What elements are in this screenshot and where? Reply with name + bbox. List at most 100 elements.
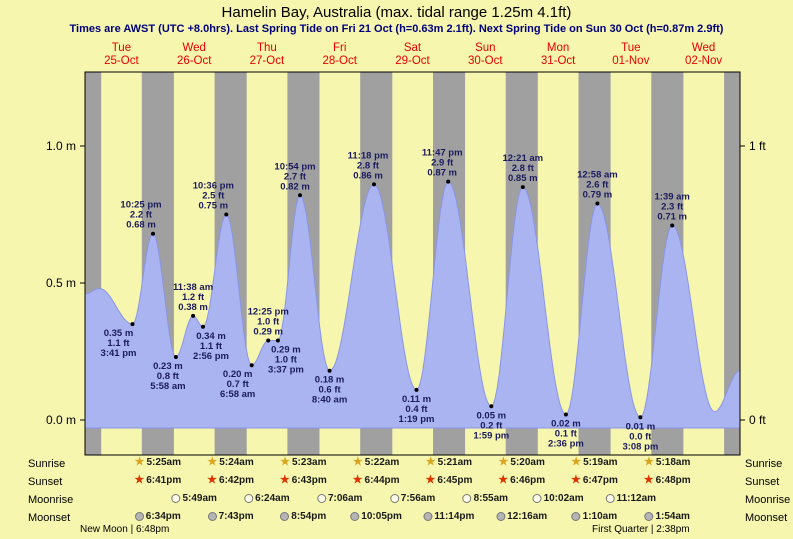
sunset-row: Sunset ★ 6:41pm ★ 6:42pm ★ 6:43pm ★ 6:44pm ★ 6:45… — [0, 475, 793, 491]
tide-high-label: 1.2 ft — [182, 292, 205, 303]
tide-high-label: 0.68 m — [126, 220, 156, 231]
tide-high-label: 2.7 ft — [284, 171, 307, 182]
sunset-star-icon: ★ — [498, 474, 509, 486]
moonset-row-label: Moonset — [28, 512, 71, 524]
tide-low-label: 0.35 m — [104, 328, 134, 339]
moonrise-moon-icon — [316, 494, 326, 503]
tide-high-label: 0.29 m — [253, 327, 283, 338]
moonset-moon-icon — [207, 512, 217, 521]
sunrise-star-icon: ★ — [134, 456, 145, 468]
tide-high-dot — [446, 179, 451, 184]
tide-high-label: 10:36 pm — [193, 181, 234, 192]
day-header-date: 31-Oct — [541, 55, 576, 67]
tide-high-dot — [372, 182, 376, 187]
tide-low-label: 5:58 am — [150, 381, 185, 392]
moonrise-item: 10:02am — [532, 493, 584, 504]
moonrise-moon-icon — [171, 494, 181, 503]
tide-low-label: 0.05 m — [477, 410, 507, 421]
astro-time-text: 1:10am — [582, 511, 618, 522]
tide-low-label: 0.2 ft — [480, 420, 503, 431]
tide-high-label: 12:25 pm — [248, 307, 289, 318]
day-header-name: Thu — [257, 42, 277, 54]
tide-low-label: 0.11 m — [402, 394, 431, 405]
astro-time-text: 6:46pm — [510, 475, 546, 486]
tide-low-label: 0.01 m — [626, 421, 656, 432]
tide-high-label: 10:25 pm — [120, 200, 161, 211]
moonset-item: 1:10am — [571, 511, 618, 522]
tide-high-label: 0.71 m — [657, 212, 687, 223]
tide-low-label: 1:19 pm — [399, 414, 435, 425]
day-header-date: 27-Oct — [250, 55, 285, 67]
day-header-name: Sun — [475, 42, 495, 54]
sunrise-star-icon: ★ — [207, 456, 218, 468]
astro-time-text: 6:45pm — [437, 475, 473, 486]
astro-time-text: 5:23am — [292, 457, 327, 468]
tide-high-label: 10:54 pm — [274, 161, 315, 172]
astro-time-text: 5:21am — [437, 457, 473, 468]
day-header-date: 26-Oct — [177, 55, 212, 67]
tide-low-label: 1.1 ft — [200, 341, 223, 352]
tide-high-label: 2.3 ft — [661, 202, 684, 213]
tide-high-label: 2.8 ft — [512, 163, 535, 174]
day-header-date: 28-Oct — [322, 55, 357, 67]
astro-time-text: 8:54pm — [291, 511, 327, 522]
tide-low-label: 0.18 m — [315, 375, 345, 386]
sunrise-item: ★ 5:21am — [426, 457, 473, 469]
astro-time-text: 5:19am — [583, 457, 618, 468]
tide-low-label: 0.8 ft — [157, 371, 180, 382]
tide-low-label: 0.1 ft — [555, 429, 578, 440]
astro-time-text: 1:54am — [655, 511, 690, 522]
moonset-item: 11:14pm — [423, 511, 474, 522]
tide-low-dot — [563, 412, 568, 417]
moonset-moon-icon — [423, 512, 433, 521]
tide-high-label: 2.2 ft — [130, 210, 153, 221]
sunrise-item: ★ 5:25am — [134, 456, 181, 469]
sunset-star-icon: ★ — [425, 474, 436, 486]
astro-time-text: 6:43pm — [291, 475, 327, 486]
astro-time-text: 6:47pm — [582, 475, 618, 486]
tide-high-label: 2.6 ft — [586, 180, 609, 191]
tide-high-label: 0.79 m — [583, 190, 613, 201]
sunrise-item: ★ 5:22am — [353, 457, 399, 469]
tide-low-label: 1.0 ft — [275, 355, 298, 366]
day-header-name: Fri — [333, 42, 346, 54]
tide-high-label: 2.8 ft — [357, 160, 380, 171]
tide-high-label: 11:38 am — [173, 282, 213, 293]
astro-time-text: 6:42pm — [219, 475, 255, 486]
tide-high-label: 0.75 m — [199, 201, 229, 212]
moonset-item: 7:43pm — [207, 511, 254, 522]
astro-time-text: 11:12am — [616, 493, 657, 504]
tide-low-label: 3:37 pm — [268, 365, 304, 376]
tide-high-dot — [151, 231, 155, 236]
astro-time-text: 5:24am — [219, 457, 254, 468]
tide-low-label: 3:41 pm — [101, 348, 137, 359]
tide-low-label: 8:40 am — [312, 395, 347, 406]
astro-time-text: 12:16am — [507, 511, 548, 522]
tide-low-label: 1.1 ft — [107, 338, 130, 349]
astro-time-text: 7:56am — [400, 493, 436, 504]
sunset-star-icon: ★ — [279, 474, 290, 486]
tide-high-label: 0.38 m — [178, 302, 208, 313]
astro-time-text: 6:34pm — [145, 511, 181, 522]
tide-high-dot — [191, 313, 196, 318]
moonset-moon-icon — [571, 512, 581, 521]
sunset-star-icon: ★ — [570, 474, 581, 486]
moonrise-item: 5:49am — [171, 493, 217, 504]
tide-low-label: 6:58 am — [220, 389, 255, 400]
day-header-date: 02-Nov — [685, 55, 722, 67]
y-axis-label-feet: 1 ft — [749, 139, 766, 153]
moonset-item: 6:34pm — [134, 511, 181, 522]
tide-high-label: 1:39 am — [655, 192, 690, 203]
y-axis-label-meters: 1.0 m — [46, 139, 76, 153]
page-subtitle: Times are AWST (UTC +8.0hrs). Last Sprin… — [69, 23, 724, 35]
tide-low-label: 0.20 m — [223, 369, 253, 380]
moonrise-moon-icon — [244, 494, 254, 503]
sunrise-item: ★ 5:20am — [499, 457, 545, 469]
sunset-item: ★ 6:48pm — [644, 475, 691, 487]
tide-high-label: 12:21 am — [502, 153, 543, 164]
sunset-star-icon: ★ — [352, 474, 363, 486]
sunset-item: ★ 6:45pm — [425, 474, 473, 487]
tide-low-label: 1:59 pm — [473, 430, 509, 441]
tide-low-label: 0.6 ft — [319, 385, 342, 396]
